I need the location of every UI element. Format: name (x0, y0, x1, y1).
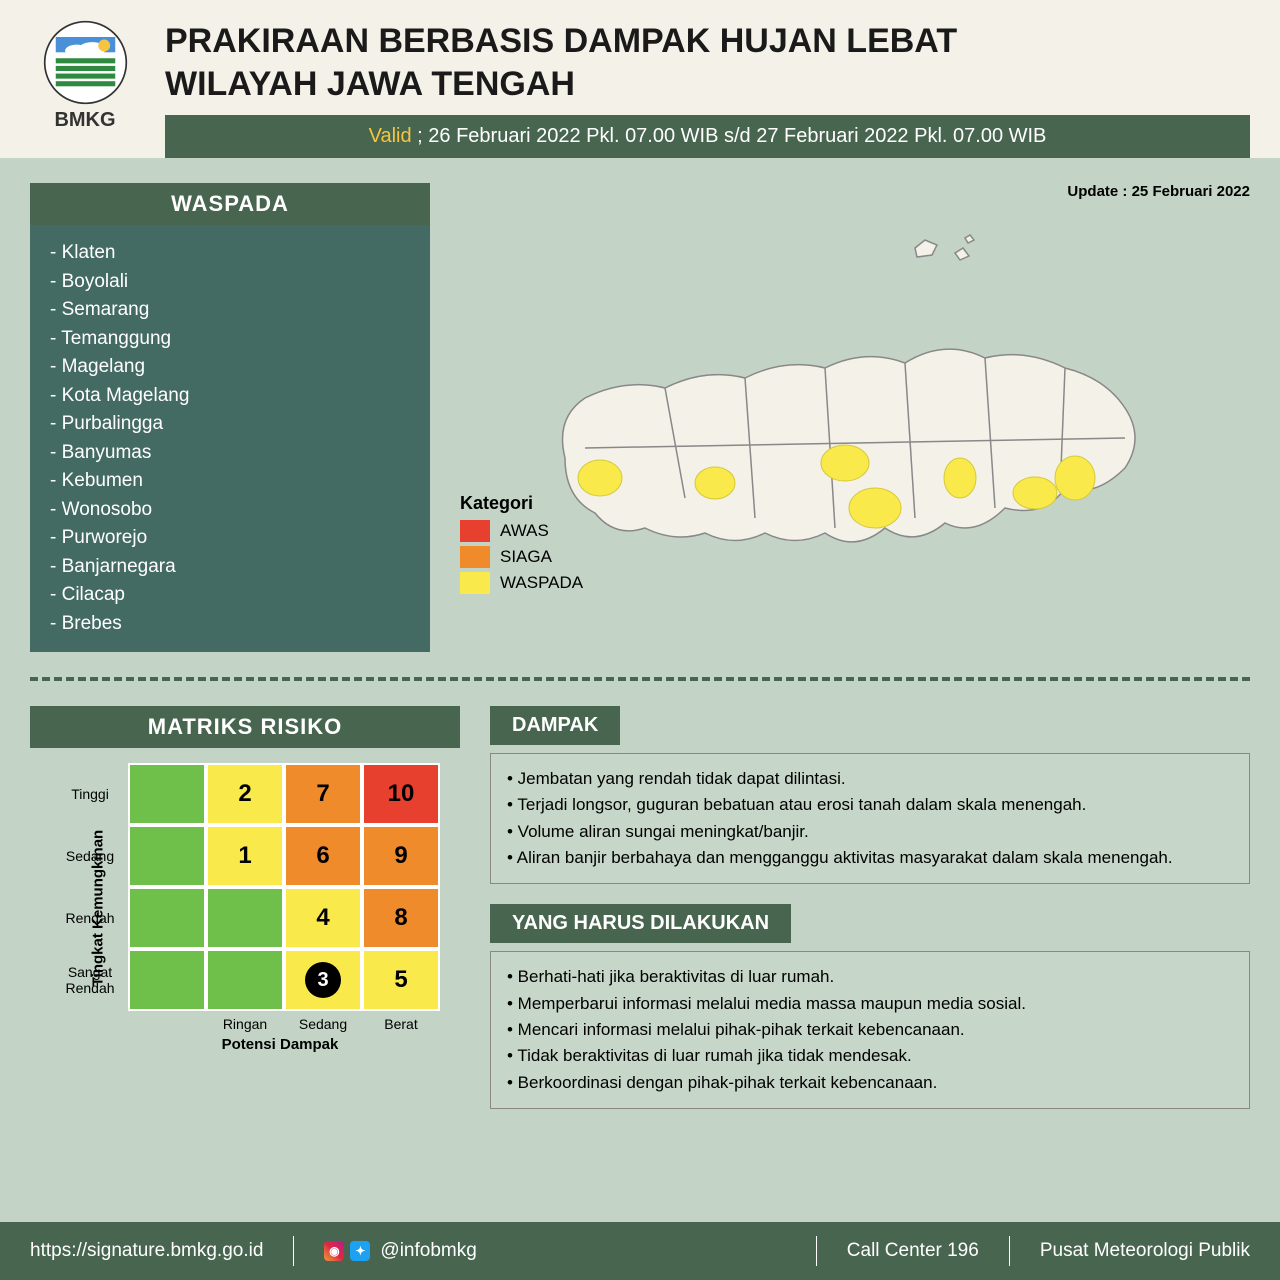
page: BMKG PRAKIRAAN BERBASIS DAMPAK HUJAN LEB… (0, 0, 1280, 1280)
instagram-icon: ◉ (324, 1241, 344, 1261)
legend-item: AWAS (460, 520, 583, 542)
legend-label: SIAGA (500, 547, 552, 567)
matrix-header: MATRIKS RISIKO (30, 706, 460, 748)
waspada-header: WASPADA (30, 183, 430, 225)
waspada-column: WASPADA - Klaten- Boyolali- Semarang- Te… (30, 183, 430, 652)
footer-separator (293, 1236, 294, 1266)
valid-text: ; 26 Februari 2022 Pkl. 07.00 WIB s/d 27… (417, 125, 1046, 147)
matrix-cell: 6 (284, 825, 362, 887)
matrix-cells: 35 (128, 949, 440, 1011)
matrix-cell: 8 (362, 887, 440, 949)
col-label: Ringan (206, 1016, 284, 1032)
lower-content: MATRIKS RISIKO Tingkat Kemungkinan Tingg… (0, 681, 1280, 1149)
matrix-cell: 2 (206, 763, 284, 825)
legend-swatch (460, 572, 490, 594)
matrix-cell (128, 949, 206, 1011)
matrix-cell (206, 949, 284, 1011)
dampak-list: • Jembatan yang rendah tidak dapat dilin… (490, 753, 1250, 884)
highlighted-cell: 3 (305, 962, 341, 998)
matrix-cell: 7 (284, 763, 362, 825)
dilakukan-header: YANG HARUS DILAKUKAN (490, 904, 791, 943)
matrix-row: Sedang 169 (60, 825, 460, 887)
x-axis-label: Potensi Dampak (100, 1036, 460, 1053)
y-axis-label: Tingkat Kemungkinan (90, 830, 107, 986)
matrix-cells: 2710 (128, 763, 440, 825)
legend-item: SIAGA (460, 546, 583, 568)
matrix-cell (128, 825, 206, 887)
matrix-cells: 48 (128, 887, 440, 949)
footer: https://signature.bmkg.go.id ◉ ✦ @infobm… (0, 1222, 1280, 1280)
legend-swatch (460, 520, 490, 542)
logo-column: BMKG (30, 20, 140, 158)
waspada-list: - Klaten- Boyolali- Semarang- Temanggung… (30, 225, 430, 652)
matrix-cell (128, 763, 206, 825)
legend-item: WASPADA (460, 572, 583, 594)
map-column: Update : 25 Februari 2022 (460, 183, 1250, 652)
map-area: Kategori AWAS SIAGA WASPADA (460, 218, 1250, 598)
dilakukan-list: • Berhati-hati jika beraktivitas di luar… (490, 951, 1250, 1109)
footer-separator (1009, 1236, 1010, 1266)
twitter-icon: ✦ (350, 1241, 370, 1261)
legend-label: WASPADA (500, 573, 583, 593)
matrix-cell (128, 887, 206, 949)
legend-label: AWAS (500, 521, 549, 541)
matrix-row: Rendah 48 (60, 887, 460, 949)
legend-title: Kategori (460, 493, 583, 514)
title-column: PRAKIRAAN BERBASIS DAMPAK HUJAN LEBAT WI… (165, 20, 1250, 158)
footer-separator (816, 1236, 817, 1266)
footer-call: Call Center 196 (847, 1240, 979, 1262)
valid-bar: Valid ; 26 Februari 2022 Pkl. 07.00 WIB … (165, 115, 1250, 158)
matrix-column: MATRIKS RISIKO Tingkat Kemungkinan Tingg… (30, 706, 460, 1129)
upper-content: WASPADA - Klaten- Boyolali- Semarang- Te… (0, 158, 1280, 652)
x-labels: RinganSedangBerat (128, 1016, 460, 1032)
footer-org: Pusat Meteorologi Publik (1040, 1240, 1250, 1262)
header: BMKG PRAKIRAAN BERBASIS DAMPAK HUJAN LEB… (0, 0, 1280, 158)
matrix-cell: 4 (284, 887, 362, 949)
legend: Kategori AWAS SIAGA WASPADA (460, 493, 583, 598)
matrix-grid: Tinggi 2710 Sedang 169 Rendah 48 Sangat … (60, 763, 460, 1011)
col-label: Berat (362, 1016, 440, 1032)
matrix-cells: 169 (128, 825, 440, 887)
bmkg-logo-icon (43, 20, 128, 105)
footer-url: https://signature.bmkg.go.id (30, 1240, 263, 1262)
matrix-cell: 1 (206, 825, 284, 887)
page-title: PRAKIRAAN BERBASIS DAMPAK HUJAN LEBAT WI… (165, 20, 1250, 105)
matrix-cell: 9 (362, 825, 440, 887)
social-icons: ◉ ✦ (324, 1241, 370, 1261)
legend-swatch (460, 546, 490, 568)
logo-label: BMKG (54, 109, 115, 132)
row-label: Tinggi (60, 786, 128, 802)
matrix-cell (206, 887, 284, 949)
matrix-row: Sangat Rendah 35 (60, 949, 460, 1011)
dampak-header: DAMPAK (490, 706, 620, 745)
matrix-wrap: Tingkat Kemungkinan Tinggi 2710 Sedang 1… (30, 763, 460, 1053)
footer-handle: @infobmkg (380, 1240, 476, 1262)
matrix-row: Tinggi 2710 (60, 763, 460, 825)
valid-label: Valid (369, 125, 412, 147)
matrix-cell: 3 (284, 949, 362, 1011)
matrix-cell: 5 (362, 949, 440, 1011)
footer-social: ◉ ✦ @infobmkg (324, 1240, 785, 1262)
matrix-cell: 10 (362, 763, 440, 825)
update-text: Update : 25 Februari 2022 (1067, 183, 1250, 200)
info-column: DAMPAK • Jembatan yang rendah tidak dapa… (490, 706, 1250, 1129)
col-label: Sedang (284, 1016, 362, 1032)
